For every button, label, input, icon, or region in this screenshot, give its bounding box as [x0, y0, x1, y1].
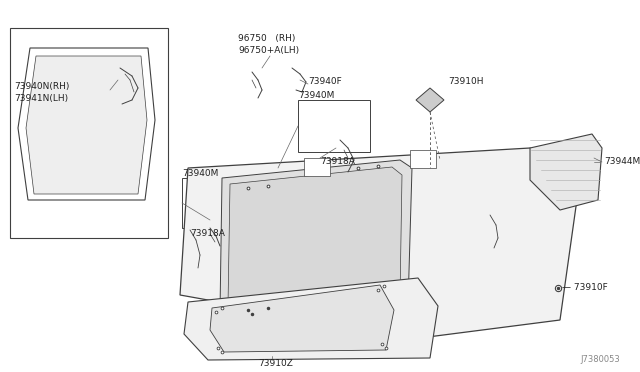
Bar [182, 178, 254, 228]
Text: 73918A: 73918A [320, 157, 355, 167]
Text: 73940N(RH): 73940N(RH) [14, 81, 69, 90]
Text: 73944M: 73944M [604, 157, 640, 167]
Polygon shape [416, 88, 444, 112]
Text: 96750   (RH): 96750 (RH) [238, 33, 296, 42]
Text: 73940M: 73940M [182, 169, 218, 177]
Bar [410, 150, 436, 168]
Polygon shape [220, 160, 412, 322]
Text: — 73910F: — 73910F [562, 283, 608, 292]
Text: 73910Z: 73910Z [258, 359, 293, 369]
Polygon shape [228, 167, 402, 314]
Text: 73940F: 73940F [308, 77, 342, 87]
Text: 73910H: 73910H [448, 77, 483, 87]
Bar [298, 100, 370, 152]
Polygon shape [26, 56, 147, 194]
Polygon shape [184, 278, 438, 360]
Polygon shape [180, 148, 580, 338]
Text: 73941N(LH): 73941N(LH) [14, 93, 68, 103]
Polygon shape [210, 285, 394, 352]
Bar [304, 158, 330, 176]
Text: 96750+A(LH): 96750+A(LH) [238, 45, 299, 55]
Text: 73940M: 73940M [298, 92, 334, 100]
Bar [10, 28, 168, 238]
Text: J7380053: J7380053 [580, 356, 620, 365]
Polygon shape [530, 134, 602, 210]
Polygon shape [18, 48, 155, 200]
Text: 73918A: 73918A [190, 230, 225, 238]
